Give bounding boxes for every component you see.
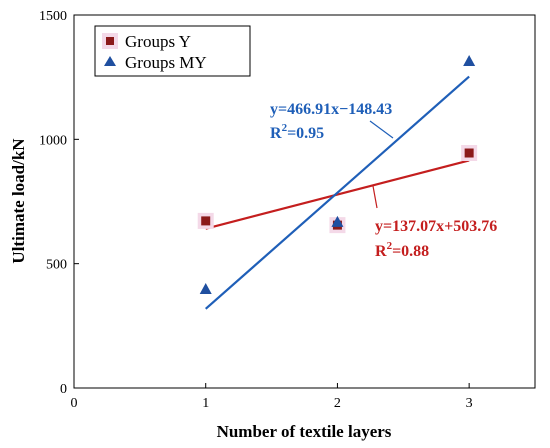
- fit-lines: [204, 75, 470, 310]
- annotation-y: y=137.07x+503.76 R2=0.88: [372, 185, 497, 260]
- annotation-y-r2: R2=0.88: [375, 240, 429, 260]
- data-points: [197, 55, 478, 295]
- y-tick-label: 1500: [39, 9, 67, 24]
- annotation-y-equation: y=137.07x+503.76: [375, 218, 497, 235]
- y-tick-label: 1000: [39, 133, 67, 148]
- x-tick-label: 2: [334, 396, 341, 411]
- point-groups-y: [201, 216, 211, 226]
- point-groups-y: [464, 148, 474, 158]
- y-axis-title: Ultimate load/kN: [9, 138, 28, 264]
- annotation-my-leader: [369, 120, 394, 139]
- point-groups-my: [199, 283, 212, 295]
- axis-ticks: 0 1 2 3 0 500 1000 1500: [39, 9, 473, 411]
- x-tick-label: 0: [71, 396, 78, 411]
- legend-marker-my: [104, 56, 116, 66]
- fit-line-groups-my: [204, 75, 470, 310]
- point-groups-my: [331, 215, 344, 227]
- y-tick-label: 0: [60, 382, 67, 397]
- y-tick-label: 500: [46, 258, 67, 273]
- legend-label-my: Groups MY: [125, 53, 207, 72]
- annotation-my-r2: R2=0.95: [270, 122, 324, 142]
- point-groups-my: [463, 55, 476, 67]
- legend-box: [94, 25, 251, 77]
- annotation-my-equation: y=466.91x−148.43: [270, 101, 392, 118]
- legend: Groups Y Groups MY: [94, 25, 251, 77]
- legend-marker-y: [106, 37, 114, 45]
- plot-frame: [73, 14, 536, 389]
- annotation-y-leader: [372, 185, 378, 209]
- x-axis-title: Number of textile layers: [217, 422, 392, 441]
- fit-line-groups-y: [205, 159, 470, 230]
- legend-label-y: Groups Y: [125, 32, 191, 51]
- x-tick-label: 1: [202, 396, 209, 411]
- x-tick-label: 3: [466, 396, 473, 411]
- annotation-my: y=466.91x−148.43 R2=0.95: [270, 101, 394, 142]
